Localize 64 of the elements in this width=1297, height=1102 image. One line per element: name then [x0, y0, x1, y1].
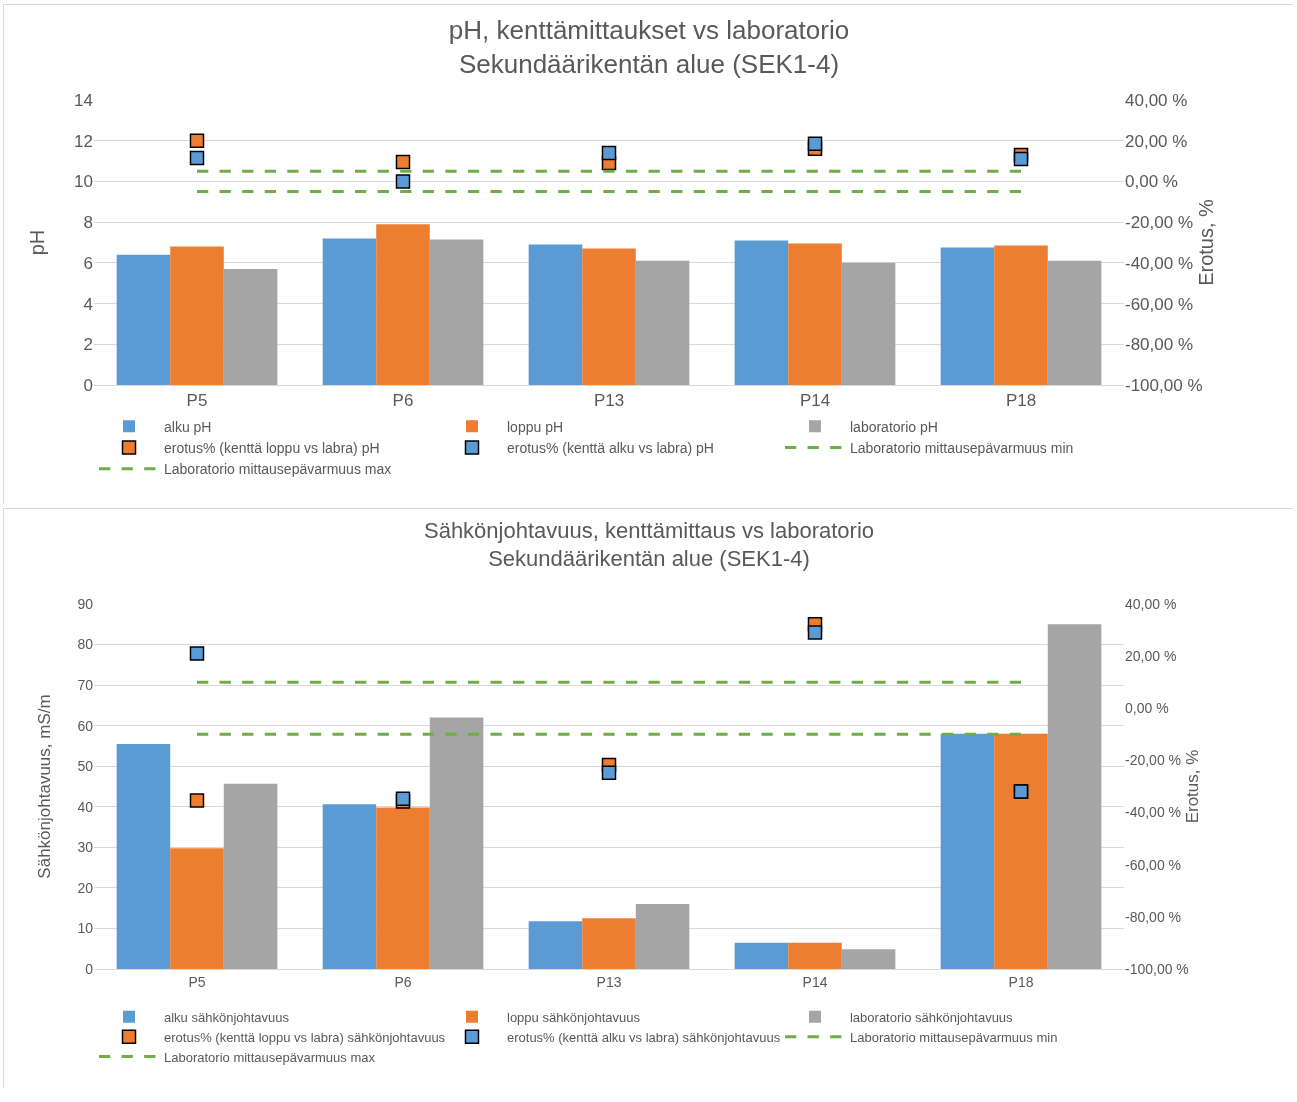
x-tick-label: P14: [802, 973, 828, 990]
legend-label: loppu sähkönjohtavuus: [506, 1009, 641, 1025]
chart-title: Sähkönjohtavuus, kenttämittaus vs laboratorio Sekundäärikentän alue (SEK1-4): [423, 517, 875, 572]
y2-tick-label: 20,00 %: [1125, 131, 1188, 151]
x-tick-label: P14: [799, 391, 831, 411]
y-tick-label: 50: [77, 758, 94, 775]
y2-tick-label: -40,00 %: [1125, 804, 1182, 821]
y-tick-label: 14: [74, 90, 93, 110]
x-tick-label: P5: [186, 391, 208, 411]
y-axis-title: pH: [26, 229, 48, 256]
y2-tick-label: 40,00 %: [1125, 90, 1188, 110]
legend-label: alku sähkönjohtavuus: [164, 1009, 290, 1025]
legend-label: Laboratorio mittausepävarmuus max: [164, 1049, 376, 1065]
x-tick-label: P6: [392, 391, 414, 411]
y-tick-label: 10: [77, 920, 94, 937]
legend-label: erotus% (kenttä loppu vs labra) pH: [164, 439, 380, 456]
y-tick-label: 6: [83, 253, 93, 273]
legend-label: laboratorio pH: [849, 418, 938, 435]
y-tick-label: 10: [74, 172, 93, 192]
y2-axis-title: Erotus, %: [1195, 198, 1218, 286]
y-tick-label: 70: [77, 677, 94, 694]
y-tick-label: 40: [77, 798, 94, 815]
y2-tick-label: -60,00 %: [1125, 856, 1182, 873]
y2-tick-label: -100,00 %: [1125, 375, 1203, 395]
y-tick-label: 8: [83, 213, 93, 233]
y2-tick-label: -40,00 %: [1125, 253, 1194, 273]
legend-label: erotus% (kenttä alku vs labra) pH: [506, 439, 714, 456]
x-tick-label: P13: [596, 973, 622, 990]
y2-tick-label: -100,00 %: [1125, 960, 1189, 977]
legend-label: erotus% (kenttä loppu vs labra) sähkönjohtavuus: [164, 1029, 446, 1045]
y-tick-label: 2: [83, 335, 93, 355]
y2-tick-label: 0,00 %: [1125, 172, 1178, 192]
y-tick-label: 60: [77, 717, 94, 734]
y-tick-label: 4: [83, 294, 93, 314]
x-tick-label: P18: [1005, 391, 1037, 411]
y2-tick-label: 20,00 %: [1125, 648, 1177, 665]
y-tick-label: 0: [83, 375, 93, 395]
y-tick-label: 80: [77, 636, 94, 653]
x-tick-label: P13: [593, 391, 625, 411]
y2-tick-label: 0,00 %: [1125, 700, 1169, 717]
y2-tick-label: 40,00 %: [1125, 595, 1177, 612]
y2-tick-label: -80,00 %: [1125, 908, 1182, 925]
y-axis-title: Sähkönjohtavuus, mS/m: [35, 694, 54, 879]
legend-label: loppu pH: [506, 418, 564, 435]
y-tick-label: 20: [77, 879, 94, 896]
y-tick-label: 0: [85, 960, 94, 977]
x-tick-label: P6: [394, 973, 412, 990]
x-tick-label: P5: [188, 973, 206, 990]
y-tick-label: 12: [74, 131, 93, 151]
x-tick-label: P18: [1008, 973, 1034, 990]
y2-tick-label: -20,00 %: [1125, 752, 1182, 769]
chart-title: pH, kenttämittaukset vs laboratorio Sekundäärikentän alue (SEK1-4): [448, 14, 850, 79]
legend-label: erotus% (kenttä alku vs labra) sähkönjohtavuus: [506, 1029, 781, 1045]
y2-tick-label: -20,00 %: [1125, 213, 1194, 233]
legend-label: alku pH: [164, 418, 212, 435]
legend-label: Laboratorio mittausepävarmuus min: [849, 1029, 1058, 1045]
y2-tick-label: -80,00 %: [1125, 335, 1194, 355]
y-tick-label: 30: [77, 839, 94, 856]
legend-label: laboratorio sähkönjohtavuus: [849, 1009, 1014, 1025]
y2-tick-label: -60,00 %: [1125, 294, 1194, 314]
legend-label: Laboratorio mittausepävarmuus max: [164, 461, 392, 478]
y2-axis-title: Erotus, %: [1183, 749, 1203, 824]
legend-label: Laboratorio mittausepävarmuus min: [849, 439, 1074, 456]
y-tick-label: 90: [77, 595, 94, 612]
